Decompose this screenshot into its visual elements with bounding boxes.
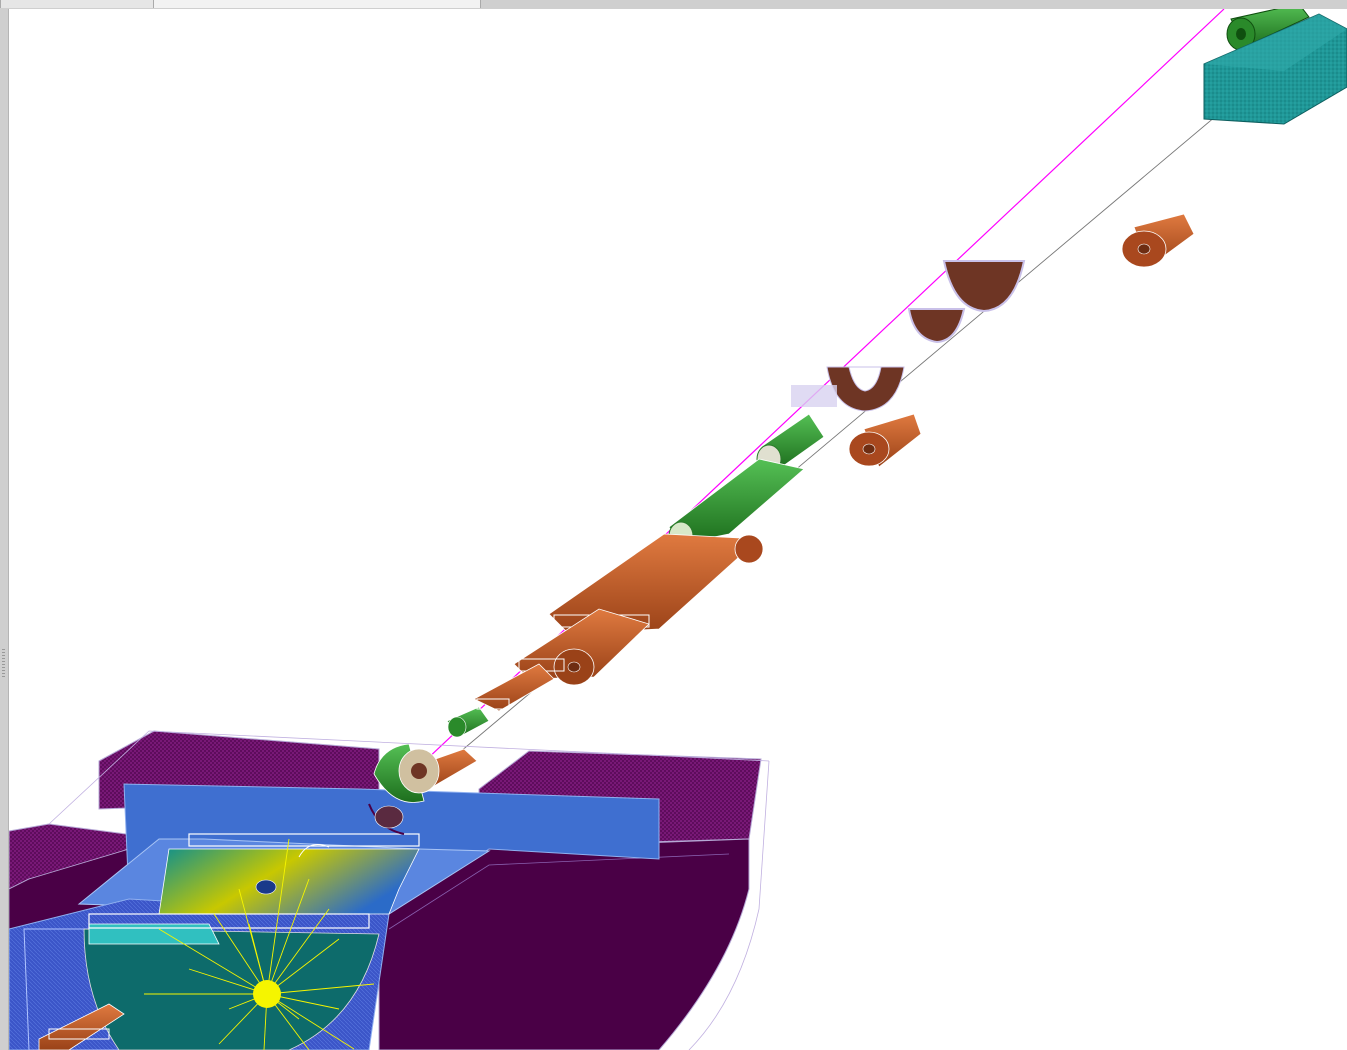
green-ring-entrance <box>368 743 440 835</box>
green-tubes <box>446 413 825 738</box>
tab-second[interactable] <box>153 0 481 8</box>
beam-line-gray <box>308 20 1330 880</box>
outer-wireframe <box>48 730 770 1050</box>
central-tracker-volume <box>83 833 420 1050</box>
green-tube-far-hole <box>1236 28 1246 40</box>
beam-line-magenta <box>288 9 1225 890</box>
splitter-grip[interactable] <box>2 649 5 677</box>
far-end-assembly <box>1203 9 1347 125</box>
scene-svg <box>9 9 1347 1050</box>
tab-first[interactable] <box>0 0 154 8</box>
copper-bottom-left <box>38 1003 125 1050</box>
teal-block-top <box>1204 14 1347 71</box>
copper-cylinder-mid <box>848 413 922 468</box>
copper-cylinder-right <box>1121 213 1195 268</box>
particle-tracks <box>144 838 375 1050</box>
copper-magnets <box>406 533 764 790</box>
left-panel-strip <box>0 9 9 1050</box>
3d-viewport[interactable] <box>9 9 1347 1050</box>
dark-copper-discs <box>791 260 1026 412</box>
